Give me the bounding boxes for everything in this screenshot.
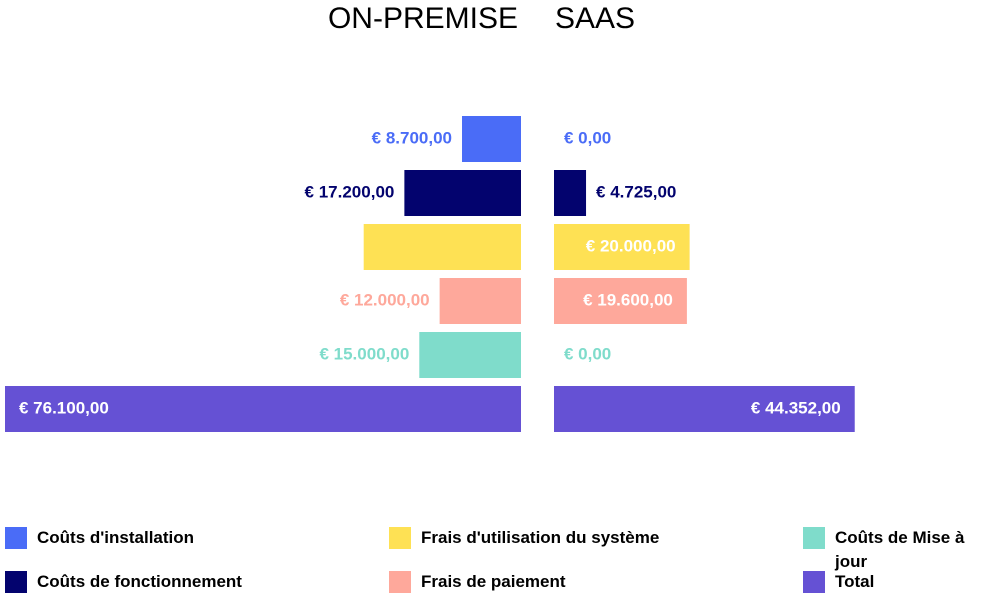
bar (554, 278, 687, 324)
value-label: € 0,00 (564, 128, 611, 147)
legend-label: Frais de paiement (421, 572, 566, 591)
value-label: € 20.000,00 (586, 236, 676, 255)
legend-swatch (803, 571, 825, 593)
right-title: SAAS (555, 2, 635, 35)
legend-swatch (5, 571, 27, 593)
legend-label: Coûts de fonctionnement (37, 572, 242, 591)
bar (554, 386, 855, 432)
chart: ON-PREMISE SAAS € 8.700,00 € 0,00 € 17.200… (5, 2, 855, 432)
legend-item: Frais d'utilisation du système (389, 527, 749, 550)
value-label: € 15.000,00 (319, 344, 409, 363)
legend-label: Frais d'utilisation du système (421, 528, 660, 547)
value-label: € 19.600,00 (583, 290, 673, 309)
left-title: ON-PREMISE (328, 2, 518, 35)
value-label: € 12.000,00 (340, 290, 430, 309)
value-label: € 4.725,00 (596, 182, 676, 201)
bar (404, 170, 521, 216)
bar (554, 170, 587, 216)
legend-item: Total (803, 571, 981, 593)
legend-swatch (389, 571, 411, 593)
value-label: € 0,00 (564, 344, 611, 363)
legend-swatch (5, 527, 27, 549)
legend-label: Coûts de Mise à jour (835, 528, 965, 571)
bar (363, 224, 521, 270)
bar (5, 386, 521, 432)
bar (439, 278, 521, 324)
legend-item: Coûts de fonctionnement (5, 571, 365, 593)
value-label: € 76.100,00 (19, 398, 109, 417)
legend-item: Frais de paiement (389, 571, 749, 593)
legend-item: Coûts d'installation (5, 527, 365, 550)
bar (462, 116, 521, 162)
value-label: € 17.200,00 (305, 182, 395, 201)
legend-label: Total (835, 572, 875, 591)
value-label: € 44.352,00 (751, 398, 841, 417)
legend-swatch (389, 527, 411, 549)
value-label: € 8.700,00 (372, 128, 452, 147)
legend-item: Coûts de Mise à jour (803, 527, 981, 574)
bar (554, 224, 690, 270)
legend-swatch (803, 527, 825, 549)
legend-label: Coûts d'installation (37, 528, 195, 547)
bar (419, 332, 521, 378)
